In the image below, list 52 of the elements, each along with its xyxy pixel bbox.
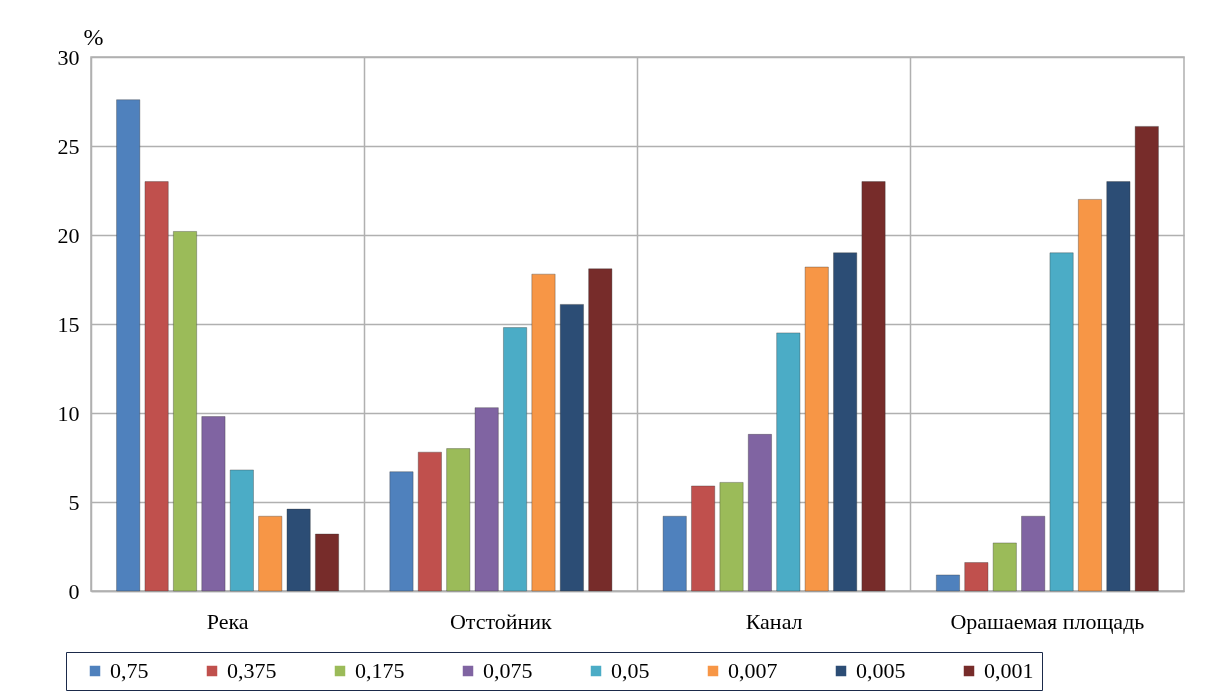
bar bbox=[1049, 252, 1074, 592]
bar bbox=[417, 451, 443, 592]
bar bbox=[747, 433, 773, 592]
bar bbox=[992, 542, 1017, 592]
bar bbox=[446, 448, 471, 592]
legend-label: 0,05 bbox=[611, 658, 650, 683]
x-tick-label: Канал bbox=[745, 608, 803, 634]
bar bbox=[314, 533, 340, 592]
y-tick-label: 20 bbox=[57, 222, 80, 248]
bar bbox=[1106, 181, 1131, 592]
y-tick-label: 0 bbox=[68, 578, 80, 604]
bar bbox=[474, 407, 499, 592]
legend-label: 0,75 bbox=[110, 658, 149, 683]
bar bbox=[776, 332, 801, 592]
x-tick-label: Отстойник bbox=[449, 608, 553, 634]
y-tick-label: 30 bbox=[57, 44, 80, 70]
bar bbox=[1021, 515, 1046, 592]
bar bbox=[588, 268, 613, 592]
bar bbox=[258, 515, 283, 592]
legend-label: 0,175 bbox=[355, 658, 405, 683]
y-tick-label: 25 bbox=[57, 133, 80, 159]
bar bbox=[286, 508, 311, 592]
bar bbox=[1077, 198, 1103, 592]
bar bbox=[389, 471, 414, 592]
legend-label: 0,005 bbox=[856, 658, 906, 683]
y-axis-title: % bbox=[83, 23, 104, 50]
legend-label: 0,075 bbox=[483, 658, 533, 683]
x-tick-label: Река bbox=[206, 608, 249, 634]
bar bbox=[964, 562, 989, 592]
bar bbox=[804, 266, 829, 592]
bar bbox=[116, 99, 141, 592]
bar bbox=[690, 485, 716, 592]
bar bbox=[172, 230, 198, 592]
bar bbox=[832, 252, 858, 592]
x-tick-label: Орашаемая площадь bbox=[950, 608, 1145, 634]
bar bbox=[502, 327, 528, 592]
bar bbox=[861, 181, 886, 592]
bar bbox=[719, 481, 744, 592]
bar bbox=[935, 574, 961, 592]
bar bbox=[662, 515, 687, 592]
bar bbox=[531, 273, 556, 592]
legend-label: 0,007 bbox=[728, 658, 778, 683]
legend-label: 0,001 bbox=[984, 658, 1034, 683]
bar bbox=[1134, 125, 1159, 592]
y-tick-label: 10 bbox=[57, 400, 80, 426]
bar bbox=[229, 469, 254, 592]
bar bbox=[144, 181, 169, 592]
legend-label: 0,375 bbox=[227, 658, 277, 683]
y-tick-label: 5 bbox=[68, 489, 80, 515]
bar bbox=[559, 303, 585, 592]
bar bbox=[201, 416, 226, 592]
y-tick-label: 15 bbox=[57, 311, 80, 337]
